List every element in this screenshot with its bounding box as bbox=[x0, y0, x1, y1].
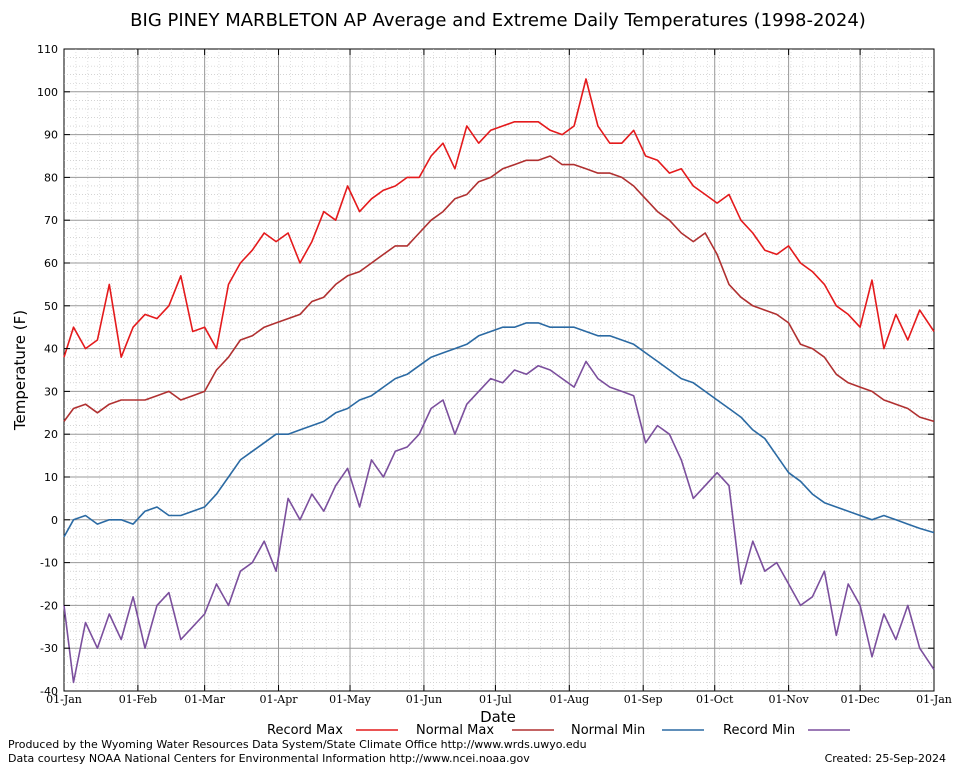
legend-label-normal-min: Normal Min bbox=[571, 723, 645, 738]
x-tick-label: 01-Jun bbox=[406, 693, 442, 706]
series-line-normal-max bbox=[63, 155, 935, 423]
y-tick-label: 100 bbox=[37, 86, 58, 99]
x-tick-label: 01-Nov bbox=[769, 693, 810, 706]
y-tick-label: 70 bbox=[44, 214, 58, 227]
x-axis-label: Date bbox=[480, 708, 516, 726]
y-tick-label: 110 bbox=[37, 43, 58, 56]
x-tick-label: 01-Mar bbox=[184, 693, 226, 706]
y-tick-label: 0 bbox=[51, 514, 58, 527]
x-tick-label: 01-Jan bbox=[916, 693, 952, 706]
y-tick-label: -10 bbox=[40, 557, 58, 570]
x-tick-label: 01-Apr bbox=[260, 693, 299, 706]
x-tick-label: 01-Jan bbox=[46, 693, 82, 706]
y-tick-label: -40 bbox=[40, 685, 58, 698]
y-axis-label: Temperature (F) bbox=[11, 310, 29, 431]
legend: Record Max Normal Max Normal Min Record Min bbox=[267, 723, 850, 738]
legend-label-record-max: Record Max bbox=[267, 723, 343, 738]
legend-label-normal-max: Normal Max bbox=[416, 723, 494, 738]
y-tick-label: -30 bbox=[40, 642, 58, 655]
y-tick-label: 10 bbox=[44, 471, 58, 484]
y-tick-label: 20 bbox=[44, 428, 58, 441]
x-tick-label: 01-Feb bbox=[119, 693, 157, 706]
x-tick-label: 01-Jul bbox=[479, 693, 512, 706]
y-tick-label: -20 bbox=[40, 599, 58, 612]
x-tick-label: 01-Sep bbox=[624, 693, 663, 706]
chart-title: BIG PINEY MARBLETON AP Average and Extre… bbox=[130, 10, 866, 31]
axis-ticks bbox=[63, 48, 935, 692]
legend-label-record-min: Record Min bbox=[723, 723, 795, 738]
y-axis-tick-labels: -40 -30 -20 -10 0 10 20 30 40 50 60 70 80 90 100 110 bbox=[37, 43, 58, 698]
created-date: Created: 25-Sep-2024 bbox=[824, 752, 946, 765]
y-tick-label: 40 bbox=[44, 343, 58, 356]
x-tick-label: 01-Oct bbox=[696, 693, 734, 706]
y-tick-label: 50 bbox=[44, 300, 58, 313]
series-line-record-max bbox=[63, 78, 935, 359]
major-grid bbox=[64, 49, 934, 691]
series-line-record-min bbox=[63, 360, 935, 684]
credit-line-2: Data courtesy NOAA National Centers for … bbox=[8, 752, 530, 765]
credit-line-1: Produced by the Wyoming Water Resources … bbox=[8, 738, 587, 751]
y-tick-label: 90 bbox=[44, 129, 58, 142]
x-tick-label: 01-Dec bbox=[841, 693, 880, 706]
x-axis-tick-labels: 01-Jan 01-Feb 01-Mar 01-Apr 01-May 01-Jun 01-J… bbox=[46, 693, 952, 706]
y-tick-label: 30 bbox=[44, 385, 58, 398]
series-lines bbox=[63, 78, 935, 684]
y-tick-label: 60 bbox=[44, 257, 58, 270]
x-tick-label: 01-May bbox=[329, 693, 372, 706]
series-line-normal-min bbox=[63, 322, 935, 538]
minor-grid bbox=[64, 49, 934, 691]
x-tick-label: 01-Aug bbox=[549, 693, 589, 706]
plot-area bbox=[63, 48, 935, 692]
y-tick-label: 80 bbox=[44, 171, 58, 184]
